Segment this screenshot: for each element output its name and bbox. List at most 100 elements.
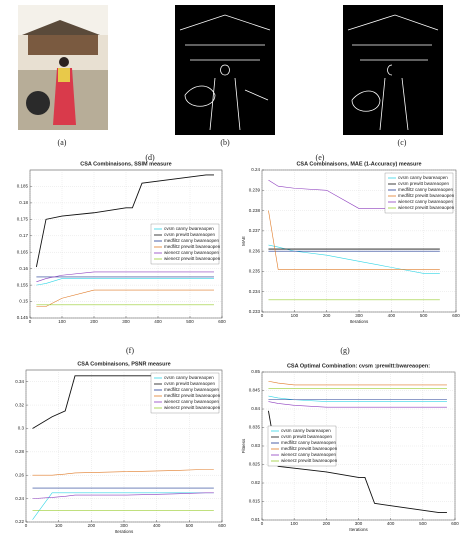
legend-label: medfilt2 canny bwareaopen (164, 238, 220, 243)
x-tick-label: 0 (29, 319, 32, 324)
legend-label: cvsm canny bwareaopen (164, 226, 214, 231)
y-tick-label: 0.239 (249, 187, 261, 192)
x-tick-label: 0 (25, 523, 28, 528)
series-line (267, 410, 447, 514)
edge-map-c (343, 5, 443, 135)
x-tick-label: 600 (218, 523, 226, 528)
legend-label: medfilt2 prewitt bwareaopen (281, 446, 338, 451)
y-tick-label: 0.3 (18, 426, 25, 431)
y-axis-label: MAE (241, 236, 246, 246)
y-tick-label: 0.815 (249, 499, 261, 504)
caption: (f) (126, 346, 134, 355)
photo (18, 5, 108, 130)
x-tick-label: 400 (388, 313, 396, 318)
series-line (36, 271, 214, 283)
x-tick-label: 300 (355, 313, 363, 318)
x-tick-label: 400 (154, 319, 162, 324)
legend-label: wiener2 prewitt bwareaopen (281, 458, 338, 463)
legend-label: wiener2 canny bwareaopen (398, 199, 454, 204)
series-line (268, 401, 447, 408)
series-line (268, 210, 440, 270)
caption: (a) (58, 138, 67, 147)
legend-box (267, 425, 337, 467)
y-tick-label: 0.233 (249, 309, 261, 314)
y-tick-label: 0.235 (249, 269, 261, 274)
chart-title: CSA Combinaisons, SSIM measure (80, 161, 172, 167)
y-tick-label: 0.155 (17, 282, 29, 287)
y-axis-label: Fitness (241, 438, 246, 453)
legend-label: cvsm canny bwareaopen (281, 428, 331, 433)
y-tick-label: 0.32 (15, 402, 24, 407)
legend-label: medfilt2 prewitt bwareaopen (164, 244, 221, 249)
caption: (d) (145, 153, 155, 162)
legend-label: medfilt2 prewitt bwareaopen (164, 393, 221, 398)
x-tick-label: 500 (186, 319, 194, 324)
y-tick-label: 0.83 (251, 443, 260, 448)
y-tick-label: 0.16 (19, 266, 28, 271)
caption: (g) (340, 346, 350, 355)
legend-label: cvsm prewitt bwareaopen (164, 232, 216, 237)
y-tick-label: 0.238 (249, 208, 261, 213)
series-line (268, 244, 440, 274)
series-line (36, 289, 214, 307)
x-tick-label: 500 (419, 521, 427, 526)
x-tick-label: 500 (186, 523, 194, 528)
x-tick-label: 0 (261, 313, 264, 318)
caption: (b) (220, 138, 230, 147)
x-tick-label: 600 (451, 521, 459, 526)
legend-label: medfilt2 canny bwareaopen (281, 440, 337, 445)
x-tick-label: 200 (323, 521, 331, 526)
y-tick-label: 0.82 (251, 480, 260, 485)
x-tick-label: 200 (323, 313, 331, 318)
y-tick-label: 0.825 (249, 462, 261, 467)
y-tick-label: 0.236 (249, 248, 261, 253)
x-tick-label: 100 (55, 523, 63, 528)
y-tick-label: 0.17 (19, 233, 28, 238)
legend-box (150, 223, 220, 265)
legend-label: wiener2 prewitt bwareaopen (398, 205, 455, 210)
caption: (c) (398, 138, 407, 147)
y-tick-label: 0.835 (249, 425, 261, 430)
chart-title: CSA Combinaisons, MAE (1-Accuracy) measu… (296, 161, 421, 167)
y-tick-label: 0.84 (251, 406, 260, 411)
x-tick-label: 100 (58, 319, 66, 324)
series-line (32, 492, 214, 499)
x-tick-label: 500 (420, 313, 428, 318)
legend-label: wiener2 canny bwareaopen (281, 452, 337, 457)
x-tick-label: 200 (88, 523, 96, 528)
x-tick-label: 100 (291, 313, 299, 318)
y-tick-label: 0.165 (17, 249, 29, 254)
x-tick-label: 400 (387, 521, 395, 526)
x-tick-label: 100 (290, 521, 298, 526)
caption: (e) (316, 153, 325, 162)
legend-label: medfilt2 prewitt bwareaopen (398, 193, 455, 198)
series-line (268, 395, 447, 402)
y-tick-label: 0.175 (17, 217, 29, 222)
chart-title: CSA Optimal Combination: cvsm :prewitt:b… (287, 363, 430, 369)
x-tick-label: 600 (452, 313, 460, 318)
edge-map-b (175, 5, 275, 135)
x-tick-label: 300 (355, 521, 363, 526)
series-line (32, 469, 214, 476)
legend-box (384, 172, 454, 214)
chart-title: CSA Combinaisons, PSNR measure (77, 361, 170, 367)
legend-label: wiener2 prewitt bwareaopen (164, 256, 221, 261)
x-tick-label: 300 (122, 319, 130, 324)
y-tick-label: 0.145 (17, 315, 29, 320)
x-tick-label: 300 (120, 523, 128, 528)
legend-label: cvsm prewitt bwareaopen (281, 434, 333, 439)
y-tick-label: 0.24 (251, 167, 260, 172)
legend-box (150, 372, 220, 414)
x-axis-label: Iterations (115, 529, 134, 534)
y-tick-label: 0.845 (249, 388, 261, 393)
y-tick-label: 0.85 (251, 369, 260, 374)
y-tick-label: 0.185 (17, 184, 29, 189)
y-tick-label: 0.26 (15, 472, 24, 477)
legend-label: cvsm prewitt bwareaopen (164, 381, 216, 386)
y-tick-label: 0.24 (15, 496, 24, 501)
y-tick-label: 0.234 (249, 289, 261, 294)
series-line (36, 278, 214, 286)
x-tick-label: 200 (90, 319, 98, 324)
y-tick-label: 0.34 (15, 379, 24, 384)
